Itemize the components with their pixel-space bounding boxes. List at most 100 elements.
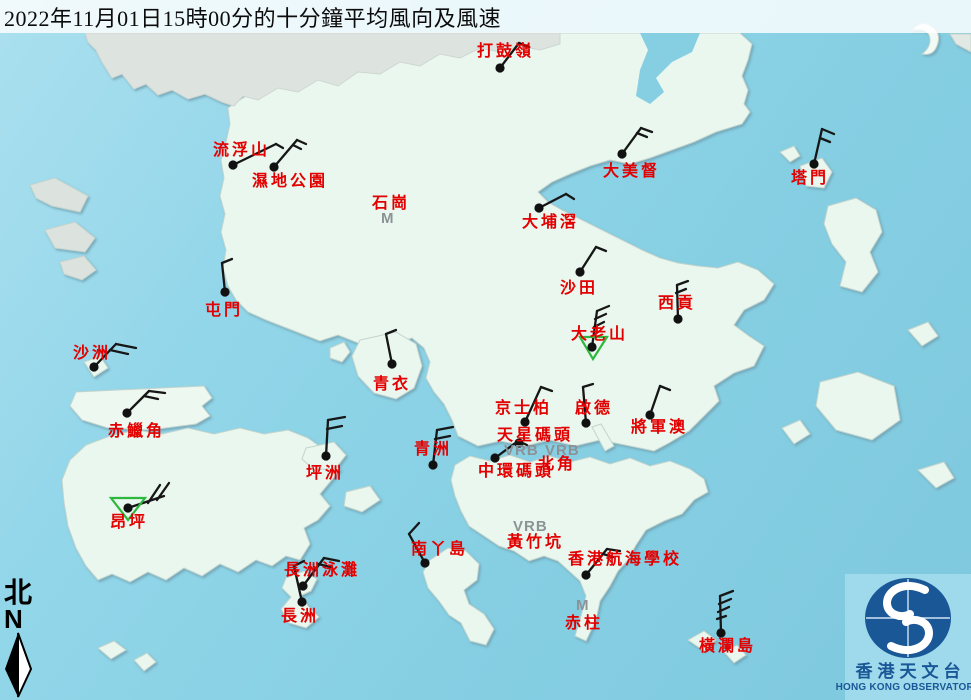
wind-barb — [274, 142, 285, 150]
station-label: 天星碼頭 — [497, 427, 574, 444]
wind-barb — [322, 556, 341, 563]
compass-needle-icon — [5, 633, 33, 698]
station-label: 沙洲 — [73, 345, 112, 362]
station-label: 石崗 — [372, 195, 411, 212]
wind-barb — [316, 562, 333, 569]
wind-barb — [523, 385, 543, 424]
station-label: 黃竹坑 — [507, 534, 565, 551]
wind-barb — [539, 385, 554, 393]
wind-barb — [717, 597, 733, 606]
station-note: M — [576, 597, 590, 614]
logo-name-zh: 香港天文台 — [855, 662, 966, 681]
wind-barb — [635, 131, 649, 139]
wind-barb — [578, 245, 598, 274]
wind-barb — [92, 342, 118, 369]
wind-barb — [658, 384, 672, 392]
wind-barb — [231, 142, 278, 167]
station-label: 打鼓嶺 — [477, 43, 535, 60]
hko-logo: 香港天文台 HONG KONG OBSERVATORY — [836, 574, 971, 700]
station-dot — [673, 314, 683, 324]
station-label: 南丫島 — [411, 541, 469, 558]
wind-barb — [108, 348, 130, 356]
wind-barb — [407, 532, 427, 565]
compass-north-zh: 北 — [4, 578, 33, 609]
station-label: 大埔滘 — [522, 214, 580, 231]
wind-barb — [147, 389, 167, 395]
wind-barb — [325, 424, 344, 431]
station-dot — [123, 503, 133, 513]
wind-barb — [292, 559, 306, 568]
station-label: 赤柱 — [565, 615, 604, 632]
station-dot — [220, 287, 230, 297]
station-label: 坪洲 — [306, 465, 345, 482]
compass-north-en: N — [4, 604, 23, 634]
wind-barb — [326, 415, 347, 422]
wind-barb — [142, 394, 160, 401]
station-label: 青衣 — [373, 376, 412, 393]
wind-barb — [324, 418, 330, 458]
station-dot — [809, 159, 819, 169]
station-dot — [298, 581, 308, 591]
wind-barb — [146, 483, 162, 505]
station-dot — [420, 558, 430, 568]
wind-barb — [601, 552, 615, 559]
wind-barb — [581, 382, 595, 389]
station-label: 長洲 — [281, 608, 320, 625]
station-label: 啟德 — [575, 400, 614, 417]
wind-barb — [516, 439, 529, 447]
station-dot — [269, 162, 279, 172]
wind-barb — [675, 283, 680, 321]
station-dot — [716, 628, 726, 638]
wind-barb — [435, 425, 455, 432]
wind-barb — [820, 127, 836, 136]
station-dot — [490, 453, 500, 463]
wind-barb — [292, 564, 304, 604]
wind-barb — [384, 328, 398, 336]
starling-inlet-water — [636, 33, 700, 104]
land-group — [29, 23, 971, 672]
station-dot — [534, 203, 544, 213]
wind-barb — [718, 589, 735, 598]
station-label: 赤鱲角 — [108, 423, 166, 440]
title-bar: 2022年11月01日15時00分的十分鐘平均風向及風速 — [0, 0, 971, 33]
wind-barb — [301, 556, 326, 588]
station-dot — [581, 418, 591, 428]
wind-barb — [812, 127, 824, 166]
station-dot — [581, 570, 591, 580]
wind-barb — [593, 312, 608, 321]
station-dot — [428, 460, 438, 470]
station-label: 北角 — [538, 456, 577, 473]
station-label: 昂坪 — [110, 514, 149, 531]
station-label: 中環碼頭 — [478, 463, 555, 480]
station-label: 橫瀾島 — [699, 638, 757, 655]
map-title: 2022年11月01日15時00分的十分鐘平均風向及風速 — [4, 5, 502, 31]
green-triangle-marker — [578, 335, 610, 362]
wind-barb — [605, 547, 622, 553]
station-note: VRB — [513, 518, 548, 535]
station-note: VRB — [504, 442, 539, 459]
wind-barb — [220, 257, 234, 265]
wind-barb — [716, 605, 731, 614]
wind-barb — [384, 332, 394, 366]
station-dot — [575, 267, 585, 277]
station-label: 大美督 — [603, 163, 661, 180]
station-label: 將軍澳 — [631, 419, 689, 436]
station-label: 大老山 — [571, 326, 629, 343]
wind-barb — [220, 261, 227, 294]
green-triangle-marker — [108, 496, 148, 522]
wind-barb — [715, 614, 728, 621]
station-dot — [495, 63, 505, 73]
wind-barb — [675, 279, 690, 287]
wind-barb — [595, 304, 611, 313]
station-label: 京士柏 — [495, 400, 553, 417]
wind-barb — [537, 192, 568, 210]
wind-barb — [674, 287, 688, 295]
station-label: 屯門 — [205, 302, 244, 319]
wind-barb — [594, 245, 608, 253]
wind-barb — [592, 320, 606, 329]
logo-name-en: HONG KONG OBSERVATORY — [835, 682, 971, 693]
